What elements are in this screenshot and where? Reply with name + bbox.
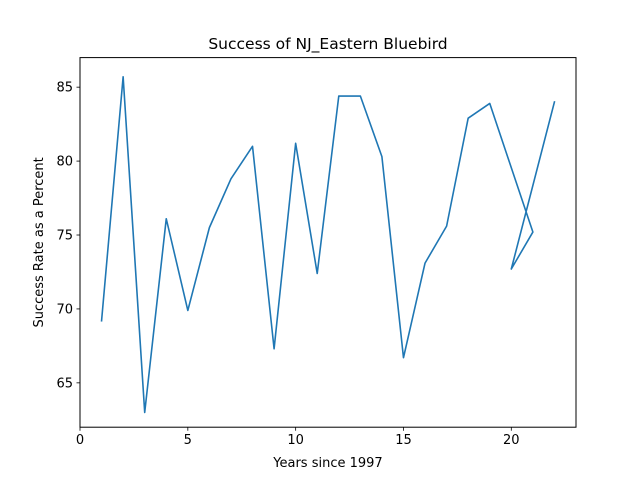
x-axis-ticks: 0 5 10 15 20 bbox=[76, 427, 520, 448]
plot-frame bbox=[79, 57, 577, 428]
x-tick-label: 10 bbox=[287, 433, 304, 448]
y-tick-label: 65 bbox=[56, 376, 73, 391]
x-tick-label: 0 bbox=[76, 433, 84, 448]
series-line bbox=[100, 76, 556, 414]
x-tick-label: 15 bbox=[395, 433, 412, 448]
y-tick-label: 75 bbox=[56, 229, 73, 244]
x-tick-label: 5 bbox=[184, 433, 192, 448]
series-layer bbox=[100, 76, 556, 414]
y-tick-label: 80 bbox=[56, 155, 73, 170]
x-axis-label: Years since 1997 bbox=[272, 456, 382, 471]
y-axis-ticks: 65 70 75 80 85 bbox=[56, 81, 80, 391]
y-axis-label: Success Rate as a Percent bbox=[32, 157, 47, 327]
y-tick-label: 70 bbox=[56, 302, 73, 317]
x-tick-label: 20 bbox=[503, 433, 520, 448]
y-tick-label: 85 bbox=[56, 81, 73, 96]
chart-title: Success of NJ_Eastern Bluebird bbox=[208, 35, 447, 54]
